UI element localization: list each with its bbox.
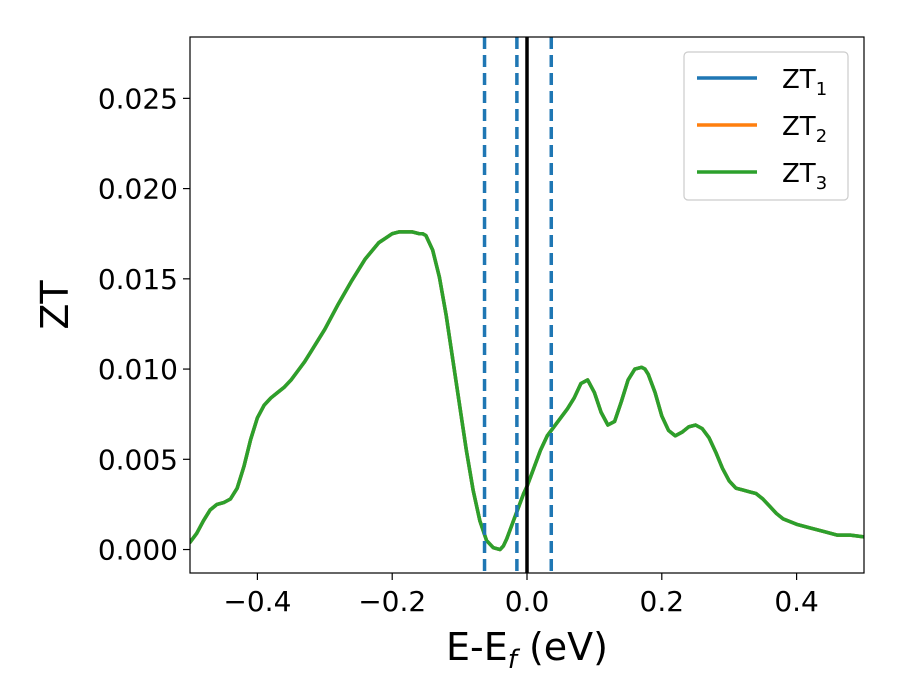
legend: ZT1 ZT2 ZT3	[683, 51, 849, 201]
legend-label-zt3: ZT3	[782, 159, 827, 194]
x-axis-title-main: E-E	[446, 625, 508, 669]
y-axis-title: ZT	[33, 280, 77, 330]
y-tick-label: 0.015	[98, 263, 178, 296]
legend-box	[683, 51, 849, 201]
legend-label-zt1: ZT1	[782, 65, 827, 100]
x-tick-label: −0.2	[358, 585, 426, 618]
vertical-lines-group	[482, 37, 554, 573]
y-tick-label: 0.020	[98, 173, 178, 206]
x-tick-label: 0.4	[774, 585, 819, 618]
series-line-zt3	[190, 230, 864, 552]
y-tick-label: 0.000	[98, 534, 178, 567]
y-tick-label: 0.025	[98, 82, 178, 115]
x-tick-label: −0.4	[223, 585, 291, 618]
y-axis-ticks: 0.000 0.005 0.010 0.015 0.020 0.025	[98, 82, 190, 567]
series-group	[190, 230, 864, 552]
x-axis-title: E-Ef (eV)	[446, 625, 608, 675]
y-tick-label: 0.005	[98, 443, 178, 476]
legend-label-zt2: ZT2	[782, 112, 827, 147]
y-tick-label: 0.010	[98, 353, 178, 386]
x-axis-title-suffix: (eV)	[517, 625, 608, 669]
x-tick-label: 0.2	[640, 585, 685, 618]
x-axis-ticks: −0.4 −0.2 0.0 0.2 0.4	[223, 573, 819, 618]
x-tick-label: 0.0	[505, 585, 550, 618]
